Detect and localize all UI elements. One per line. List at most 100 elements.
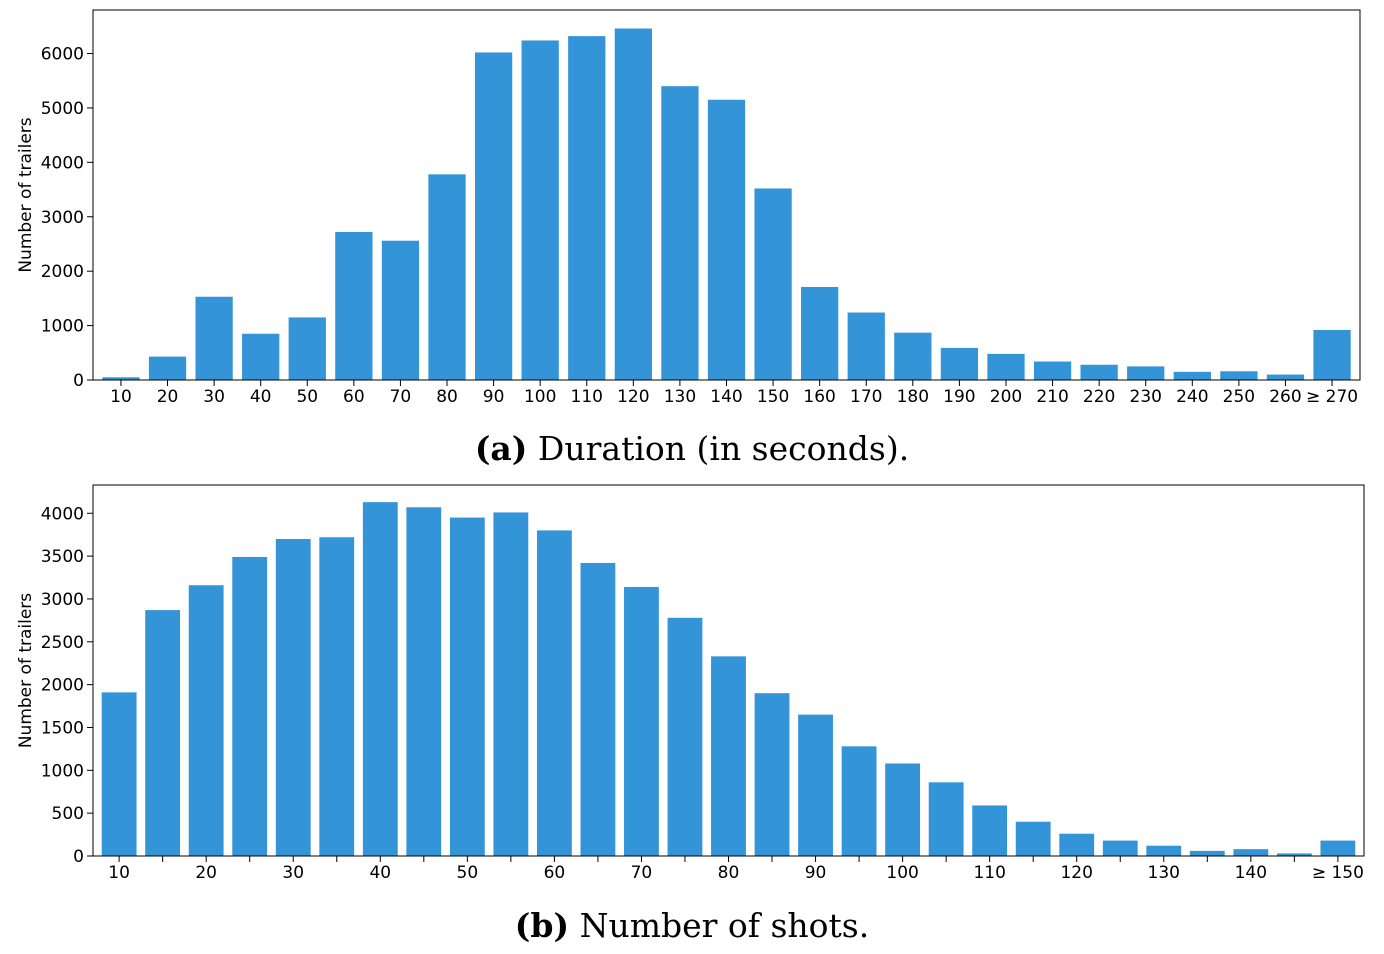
chart-b-ylabel: Number of trailers — [16, 593, 36, 748]
chart-b-bar-140 — [1233, 849, 1269, 856]
chart-a-ytick-label-5000: 5000 — [41, 99, 84, 119]
chart-a-bar-180 — [894, 332, 932, 380]
chart-b-ytick-label-1500: 1500 — [41, 718, 84, 738]
chart-a-bar-120 — [614, 28, 652, 380]
chart-a-xtick-label-250: 250 — [1223, 387, 1255, 407]
chart-b-bar-90 — [798, 714, 833, 856]
chart-a-xtick-label-60: 60 — [343, 387, 365, 407]
chart-b-bar-145 — [1276, 853, 1312, 856]
chart-a-xtick-label-80: 80 — [436, 387, 458, 407]
chart-a-bar-20 — [148, 356, 187, 380]
chart-b-bar-75 — [667, 617, 703, 856]
chart-b-bar-65 — [580, 562, 616, 856]
chart-a-xtick-label-180: 180 — [897, 387, 929, 407]
chart-a-bar-250 — [1220, 371, 1258, 380]
chart-b-bar-15 — [145, 610, 181, 856]
chart-a-ytick-label-2000: 2000 — [41, 262, 84, 282]
chart-a-xtick-label-40: 40 — [250, 387, 272, 407]
chart-b-bar-135 — [1189, 850, 1225, 856]
chart-b: 0 500 1000 1500 2000 2500 3000 3500 4000 10 20 30 40… — [16, 484, 1365, 945]
chart-b-bar-80 — [711, 656, 746, 856]
chart-b-bar-35 — [319, 537, 355, 856]
chart-a-bar-230 — [1127, 366, 1165, 380]
chart-a-bar-70 — [381, 240, 420, 380]
chart-b-xtick-label-120: 120 — [1060, 863, 1092, 883]
chart-a-xtick-label-200: 200 — [990, 387, 1022, 407]
chart-a-bar-240 — [1173, 371, 1211, 380]
chart-a-bar-10 — [102, 377, 140, 380]
chart-b-xtick-label-60: 60 — [544, 863, 566, 883]
chart-a-ytick-label-4000: 4000 — [41, 153, 84, 173]
chart-a-xtick-label-10: 10 — [110, 387, 132, 407]
chart-a-xtick-label-90: 90 — [483, 387, 505, 407]
chart-b-xtick-label-40: 40 — [369, 863, 391, 883]
chart-b-bar-100 — [885, 763, 921, 856]
chart-a-xtick-label-240: 240 — [1176, 387, 1208, 407]
chart-b-xtick-label-70: 70 — [631, 863, 653, 883]
chart-a-ylabel: Number of trailers — [16, 117, 36, 272]
chart-b-bar-20 — [188, 585, 224, 856]
chart-a-xtick-label-120: 120 — [617, 387, 649, 407]
chart-b-xtick-label-100: 100 — [886, 863, 918, 883]
chart-b-xtick-label-110: 110 — [973, 863, 1005, 883]
chart-a-bar-140 — [707, 99, 746, 380]
chart-b-bar-25 — [232, 556, 268, 856]
chart-a-bar-220 — [1080, 364, 1118, 380]
chart-a: 0 1000 2000 3000 4000 5000 6000 10 20 30 40 50 60 70 8… — [16, 9, 1361, 468]
chart-a-bar-50 — [288, 317, 326, 380]
chart-a-bar-80 — [428, 174, 466, 380]
chart-b-bar-95 — [841, 746, 877, 856]
chart-b-xtick-label-30: 30 — [282, 863, 304, 883]
chart-a-ytick-label-1000: 1000 — [41, 317, 84, 337]
chart-a-xtick-label-130: 130 — [664, 387, 696, 407]
chart-b-bar-130 — [1146, 845, 1182, 856]
chart-b-bar-40 — [362, 502, 398, 856]
chart-a-ytick-label-0: 0 — [73, 371, 84, 391]
chart-a-bar-190 — [940, 347, 979, 380]
chart-b-ytick-label-4000: 4000 — [41, 504, 84, 524]
chart-a-bar-270 — [1313, 329, 1351, 380]
chart-a-bar-260 — [1266, 374, 1305, 380]
chart-b-ytick-label-1000: 1000 — [41, 761, 84, 781]
chart-a-xtick-label-100: 100 — [524, 387, 556, 407]
chart-b-xtick-label-50: 50 — [457, 863, 479, 883]
chart-b-xtick-label-140: 140 — [1235, 863, 1267, 883]
chart-a-ytick-label-6000: 6000 — [41, 45, 84, 65]
chart-a-xtick-label-50: 50 — [296, 387, 318, 407]
chart-b-ytick-label-3000: 3000 — [41, 590, 84, 610]
chart-a-bar-150 — [754, 188, 792, 380]
chart-b-ytick-label-0: 0 — [73, 847, 84, 867]
chart-a-bar-110 — [568, 36, 606, 381]
chart-b-caption: (b) Number of shots. — [515, 906, 869, 945]
chart-b-xtick-label-150: ≥ 150 — [1312, 863, 1364, 883]
chart-b-ytick-label-500: 500 — [52, 804, 84, 824]
chart-a-xtick-label-210: 210 — [1036, 387, 1068, 407]
chart-a-xtick-label-110: 110 — [571, 387, 603, 407]
chart-a-bar-200 — [987, 353, 1025, 380]
chart-b-bar-105 — [928, 782, 964, 856]
chart-b-bar-10 — [101, 692, 137, 856]
chart-a-xtick-label-220: 220 — [1083, 387, 1115, 407]
chart-b-ytick-label-2000: 2000 — [41, 676, 84, 696]
chart-a-xtick-label-150: 150 — [757, 387, 789, 407]
chart-a-xtick-label-170: 170 — [850, 387, 882, 407]
chart-a-bar-210 — [1033, 361, 1072, 380]
chart-b-bar-85 — [754, 693, 790, 856]
chart-a-xtick-label-230: 230 — [1130, 387, 1162, 407]
chart-a-xtick-label-70: 70 — [390, 387, 412, 407]
chart-a-bar-170 — [847, 312, 885, 380]
chart-a-bar-160 — [801, 286, 839, 380]
chart-b-ytick-label-3500: 3500 — [41, 547, 84, 567]
chart-b-xtick-label-90: 90 — [805, 863, 827, 883]
chart-b-bar-120 — [1059, 833, 1095, 856]
chart-b-xtick-label-20: 20 — [195, 863, 217, 883]
chart-b-caption-text: Number of shots. — [569, 906, 869, 945]
chart-a-bar-30 — [195, 296, 233, 380]
chart-a-bar-60 — [335, 232, 373, 380]
chart-b-bar-45 — [406, 507, 442, 856]
chart-b-xtick-label-130: 130 — [1148, 863, 1180, 883]
chart-a-xtick-label-190: 190 — [943, 387, 975, 407]
chart-a-bar-130 — [661, 86, 699, 381]
